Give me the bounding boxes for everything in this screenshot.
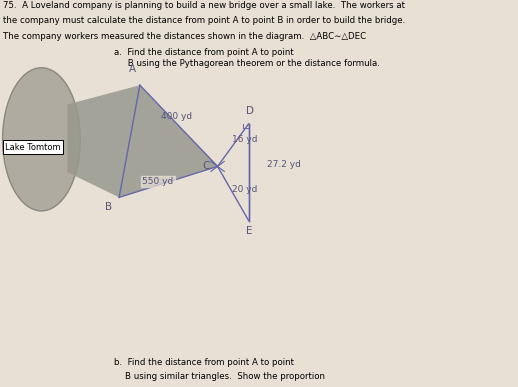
Text: E: E xyxy=(247,226,253,236)
Text: 27.2 yd: 27.2 yd xyxy=(267,160,300,169)
Polygon shape xyxy=(67,85,218,197)
Text: 16 yd: 16 yd xyxy=(232,135,257,144)
Text: the company must calculate the distance from point A to point B in order to buil: the company must calculate the distance … xyxy=(3,16,405,25)
Text: B: B xyxy=(105,202,112,212)
Text: a.  Find the distance from point A to point
     B using the Pythagorean theorem: a. Find the distance from point A to poi… xyxy=(114,48,380,68)
Text: 20 yd: 20 yd xyxy=(232,185,257,194)
Text: 400 yd: 400 yd xyxy=(161,111,192,121)
Text: A: A xyxy=(128,63,136,74)
Text: 550 yd: 550 yd xyxy=(142,177,174,187)
Text: b.  Find the distance from point A to point: b. Find the distance from point A to poi… xyxy=(114,358,294,367)
Text: 75.  A Loveland company is planning to build a new bridge over a small lake.  Th: 75. A Loveland company is planning to bu… xyxy=(3,1,405,10)
Text: B using similar triangles.  Show the proportion: B using similar triangles. Show the prop… xyxy=(114,372,325,381)
Ellipse shape xyxy=(3,68,80,211)
Text: D: D xyxy=(246,106,254,116)
Text: The company workers measured the distances shown in the diagram.  △ABC∼△DEC: The company workers measured the distanc… xyxy=(3,32,366,41)
Text: C: C xyxy=(203,161,210,171)
Text: Lake Tomtom: Lake Tomtom xyxy=(5,142,61,152)
